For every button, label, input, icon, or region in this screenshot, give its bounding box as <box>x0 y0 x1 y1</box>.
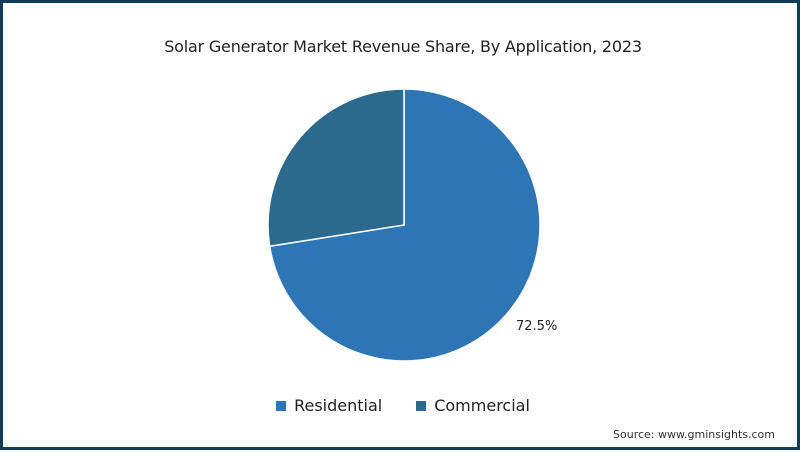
legend: Residential Commercial <box>3 396 800 415</box>
legend-swatch-residential <box>276 400 287 411</box>
chart-title: Solar Generator Market Revenue Share, By… <box>164 37 642 56</box>
pie-slice-commercial <box>267 88 405 248</box>
legend-swatch-commercial <box>416 400 427 411</box>
legend-item-residential: Residential <box>276 396 382 415</box>
pie-chart <box>267 88 541 362</box>
data-label-residential: 72.5% <box>516 319 558 334</box>
pie-slice-residential <box>268 88 541 362</box>
source-note: Source: www.gminsights.com <box>613 428 775 441</box>
legend-item-commercial: Commercial <box>416 396 530 415</box>
legend-label-commercial: Commercial <box>434 396 530 415</box>
legend-label-residential: Residential <box>294 396 383 415</box>
